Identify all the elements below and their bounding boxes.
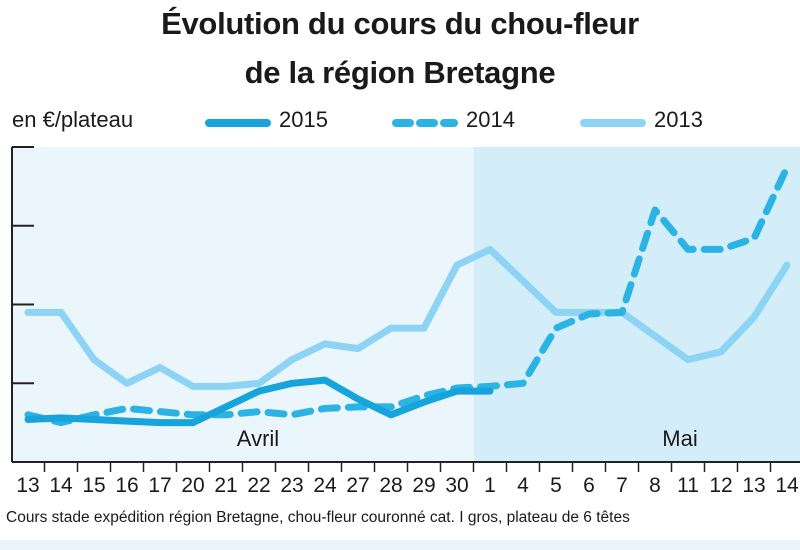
legend-swatch-2013 bbox=[580, 119, 646, 127]
x-tick-label-16: 5 bbox=[550, 474, 562, 497]
legend-item-2015: 2015 bbox=[205, 107, 355, 137]
x-tick-label-18: 7 bbox=[616, 474, 628, 497]
series-line-2013 bbox=[24, 245, 791, 390]
x-tick-label-1: 14 bbox=[49, 474, 73, 497]
y-axis-unit-label: en €/plateau bbox=[12, 107, 134, 132]
chart-subtitle: de la région Bretagne bbox=[244, 55, 556, 90]
x-tick-label-3: 16 bbox=[115, 474, 138, 497]
legend-swatch-2014 bbox=[392, 119, 458, 127]
x-tick-label-7: 22 bbox=[247, 474, 270, 497]
x-tick-label-13: 30 bbox=[445, 474, 468, 497]
x-tick-label-0: 13 bbox=[16, 474, 39, 497]
x-tick-label-9: 24 bbox=[313, 474, 337, 497]
x-tick-label-10: 27 bbox=[346, 474, 369, 497]
x-tick-label-2: 15 bbox=[82, 474, 105, 497]
x-tick-label-14: 1 bbox=[484, 474, 496, 497]
x-tick-label-21: 12 bbox=[709, 474, 732, 497]
x-tick-label-12: 29 bbox=[412, 474, 435, 497]
chart-title: Évolution du cours du chou-fleur bbox=[161, 6, 639, 41]
legend-item-2014: 2014 bbox=[392, 107, 542, 137]
legend-label-2015: 2015 bbox=[279, 107, 328, 132]
month-label-1: Mai bbox=[662, 426, 697, 451]
x-tick-label-17: 6 bbox=[583, 474, 595, 497]
x-tick-label-11: 28 bbox=[379, 474, 402, 497]
x-tick-label-5: 20 bbox=[181, 474, 204, 497]
legend-label-2013: 2013 bbox=[654, 107, 703, 132]
plot-background-may bbox=[474, 147, 800, 462]
x-tick-label-22: 13 bbox=[742, 474, 765, 497]
source-note: Cours stade expédition région Bretagne, … bbox=[6, 509, 630, 526]
x-tick-label-20: 11 bbox=[677, 474, 699, 497]
legend-label-2014: 2014 bbox=[466, 107, 515, 132]
legend-item-2013: 2013 bbox=[580, 107, 730, 137]
series-line-2014 bbox=[24, 164, 791, 427]
x-tick-label-19: 8 bbox=[649, 474, 661, 497]
x-tick-label-8: 23 bbox=[280, 474, 303, 497]
x-tick-label-6: 21 bbox=[214, 474, 237, 497]
legend-swatch-2015 bbox=[205, 119, 271, 127]
x-tick-label-15: 4 bbox=[517, 474, 529, 497]
x-tick-label-4: 17 bbox=[148, 474, 171, 497]
bottom-band bbox=[0, 540, 800, 550]
series-line-2015 bbox=[24, 376, 494, 427]
x-tick-label-23: 14 bbox=[775, 474, 799, 497]
month-label-0: Avril bbox=[237, 426, 279, 451]
